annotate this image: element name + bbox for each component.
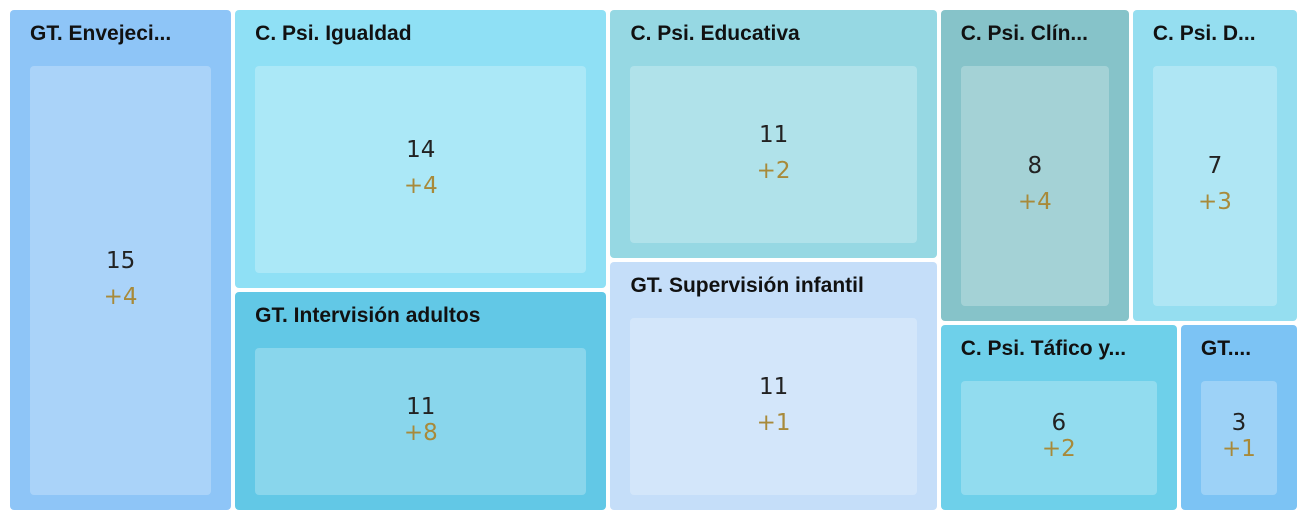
tile-title: GT.... (1200, 337, 1252, 360)
tile: C. Psi. Igualdad 14 +4 (235, 10, 607, 289)
tile-body: 7 +3 (1152, 66, 1277, 306)
tile: C. Psi. Clín... 8 +4 (940, 10, 1129, 321)
tile-change: +4 (103, 283, 138, 310)
tile-body: 11 +2 (630, 66, 917, 243)
tile-change: +8 (403, 419, 438, 446)
tile: GT. Supervisión infantil 11 +1 (610, 262, 937, 510)
tile-body: 15 +4 (30, 66, 212, 495)
tile-title: C. Psi. Clín... (960, 22, 1088, 45)
tile: C. Psi. D... 7 +3 (1132, 10, 1297, 321)
tile-body: 11 +8 (255, 348, 587, 495)
tile-change: +1 (756, 409, 791, 436)
tile-change: +4 (403, 172, 438, 199)
tile-value: 15 (105, 247, 136, 274)
tile-change: +3 (1197, 189, 1232, 215)
tile-body: 14 +4 (255, 66, 587, 274)
tile-body: 8 +4 (960, 66, 1109, 306)
tile-body: 11 +1 (630, 318, 917, 495)
tile-title: GT. Supervisión infantil (630, 274, 864, 297)
tile-value: 11 (758, 121, 789, 148)
tile-title: C. Psi. D... (1152, 22, 1256, 45)
tile-change: +2 (756, 157, 791, 184)
tile-title: GT. Envejeci... (30, 22, 172, 45)
tile-title: C. Psi. Educativa (630, 22, 800, 45)
tile-title: C. Psi. Táfico y... (960, 337, 1127, 360)
tile-title: GT. Intervisión adultos (255, 304, 481, 328)
tile-change: +4 (1017, 189, 1052, 215)
tile: GT. Envejeci... 15 +4 (10, 10, 232, 510)
tile: GT.... 3 +1 (1180, 325, 1297, 510)
tile-value: 11 (758, 373, 789, 400)
tile-change: +2 (1041, 436, 1076, 462)
tile-value: 14 (406, 136, 436, 163)
tile: C. Psi. Táfico y... 6 +2 (940, 325, 1177, 510)
tile-title: C. Psi. Igualdad (255, 22, 412, 45)
tile-value: 3 (1231, 410, 1247, 436)
tile-body: 3 +1 (1200, 381, 1277, 495)
tile-value: 6 (1051, 410, 1067, 436)
tile-value: 7 (1207, 153, 1223, 179)
tile: GT. Intervisión adultos 11 +8 (235, 292, 607, 510)
tile-value: 8 (1027, 153, 1043, 179)
tile-body: 6 +2 (960, 381, 1157, 495)
tile: C. Psi. Educativa 11 +2 (610, 10, 937, 258)
tile-value: 11 (406, 393, 436, 420)
tile-change: +1 (1221, 436, 1256, 462)
